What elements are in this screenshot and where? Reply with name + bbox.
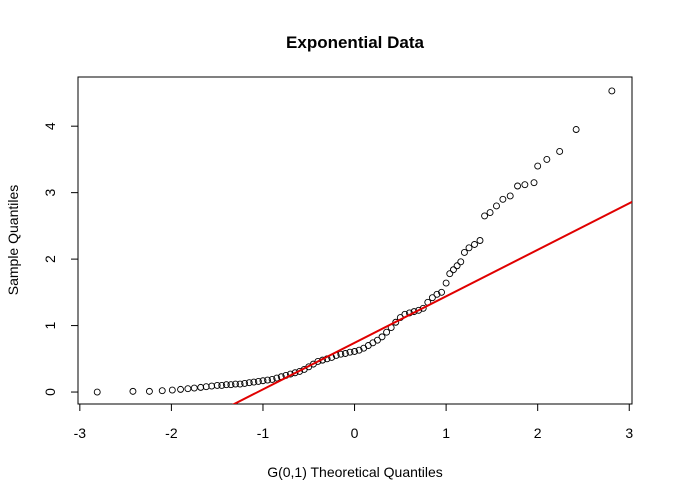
- point: [419, 304, 427, 312]
- y-tick-label: 2: [42, 255, 58, 263]
- point: [346, 348, 354, 356]
- point: [236, 380, 244, 388]
- x-tick-label: -2: [165, 425, 178, 441]
- point: [355, 346, 363, 354]
- point: [351, 348, 358, 355]
- point: [465, 244, 473, 252]
- point: [93, 388, 101, 396]
- point: [543, 155, 551, 163]
- point: [449, 266, 457, 274]
- y-tick-label: 4: [42, 122, 58, 130]
- y-tick-label: 3: [42, 189, 58, 197]
- point: [197, 383, 205, 391]
- point: [202, 383, 210, 391]
- point: [471, 241, 478, 248]
- x-axis-label: G(0,1) Theoretical Quantiles: [267, 464, 443, 480]
- point: [506, 192, 514, 200]
- point: [145, 387, 153, 395]
- y-tick-label: 1: [42, 321, 58, 329]
- point: [438, 288, 445, 296]
- point: [572, 126, 580, 133]
- point: [373, 336, 381, 344]
- point: [314, 358, 322, 365]
- x-tick-label: 0: [351, 425, 359, 441]
- point: [341, 350, 349, 357]
- point: [392, 318, 400, 326]
- point: [556, 147, 564, 155]
- point: [273, 374, 281, 382]
- y-axis-label: Sample Quantiles: [5, 185, 21, 296]
- point: [129, 387, 137, 395]
- point: [415, 306, 423, 314]
- point: [493, 202, 500, 210]
- point: [268, 375, 276, 383]
- point: [190, 384, 198, 392]
- x-tick-label: -3: [74, 425, 87, 441]
- point: [168, 386, 176, 394]
- x-tick-label: -1: [257, 425, 270, 441]
- point: [241, 379, 249, 387]
- point: [259, 377, 267, 385]
- x-tick-label: 3: [625, 425, 633, 441]
- point: [378, 333, 386, 341]
- point: [208, 382, 216, 390]
- point: [177, 385, 185, 393]
- point: [453, 262, 461, 270]
- plot-box: [77, 76, 633, 405]
- point: [364, 342, 372, 349]
- point: [446, 270, 454, 278]
- x-tick-label: 1: [442, 425, 450, 441]
- point: [499, 195, 507, 203]
- point: [254, 377, 262, 385]
- point: [184, 385, 192, 393]
- y-tick-label: 0: [42, 388, 58, 396]
- point: [232, 380, 239, 388]
- chart-title: Exponential Data: [286, 33, 424, 52]
- point: [442, 279, 450, 287]
- point: [433, 290, 441, 298]
- point: [158, 387, 166, 395]
- point: [245, 379, 253, 387]
- point: [481, 212, 489, 220]
- point: [222, 381, 230, 389]
- point: [264, 376, 272, 384]
- point: [486, 209, 494, 217]
- point: [383, 328, 391, 336]
- point: [476, 237, 484, 244]
- point: [608, 87, 616, 95]
- reference-line: [231, 200, 632, 404]
- point: [514, 182, 521, 190]
- point: [213, 381, 221, 389]
- point: [291, 369, 299, 377]
- reference-line-group: [231, 200, 632, 404]
- x-tick-label: 2: [534, 425, 542, 441]
- point: [534, 162, 542, 170]
- point: [218, 381, 226, 389]
- point: [521, 181, 529, 189]
- point: [227, 381, 235, 389]
- point: [457, 258, 465, 266]
- point: [428, 294, 436, 302]
- point: [337, 350, 345, 358]
- point: [460, 249, 468, 256]
- point: [530, 179, 538, 187]
- point: [250, 378, 258, 386]
- point: [369, 339, 377, 347]
